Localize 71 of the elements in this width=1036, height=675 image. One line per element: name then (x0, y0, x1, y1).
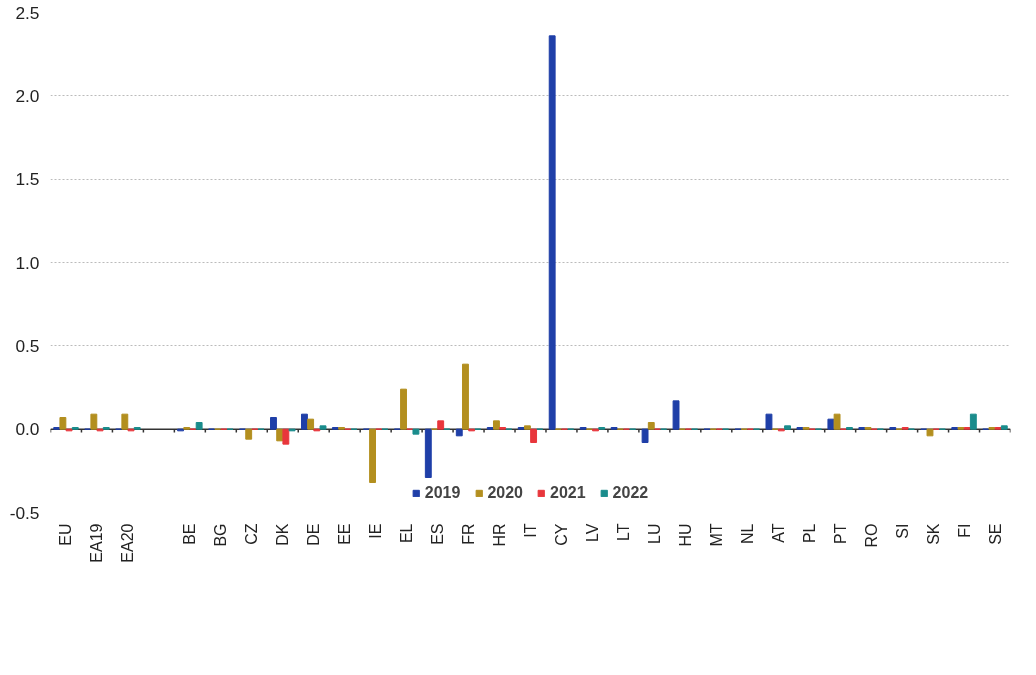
legend-label: 2019 (424, 484, 461, 502)
bar (282, 428, 290, 445)
bar (245, 428, 253, 440)
x-tick-label: NL (738, 523, 756, 544)
bar (523, 425, 531, 430)
x-tick-label: HR (491, 523, 509, 547)
x-tick-label: EA20 (119, 523, 137, 563)
bar (307, 418, 315, 430)
bar (672, 400, 680, 430)
y-tick-label: 2.5 (15, 2, 40, 23)
x-tick-label: ES (429, 523, 447, 545)
bar (833, 413, 841, 430)
x-tick-label: CY (552, 523, 570, 546)
bar (424, 428, 432, 478)
bar (784, 425, 791, 430)
bar (412, 428, 420, 435)
bar (969, 413, 977, 430)
bar (59, 417, 67, 430)
x-tick-label: DK (274, 523, 292, 546)
bar (437, 420, 445, 430)
bar (548, 35, 556, 430)
y-tick-label: 0.5 (15, 335, 40, 356)
bar (319, 425, 327, 430)
x-tick-label: SK (924, 523, 942, 545)
bar (1000, 425, 1008, 430)
x-tick-label: DE (305, 523, 323, 546)
legend-label: 2021 (550, 484, 586, 502)
y-tick-label: 2.0 (15, 85, 40, 106)
x-tick-label: PL (800, 523, 818, 544)
bar (300, 413, 308, 430)
x-tick-label: MT (707, 523, 725, 547)
bar (121, 413, 129, 430)
x-tick-label: FR (460, 523, 478, 545)
bar (647, 422, 655, 430)
x-tick-label: EE (336, 523, 354, 545)
x-tick-label: LU (645, 523, 663, 544)
x-tick-label: EL (398, 523, 416, 544)
bar (530, 428, 538, 443)
bar (765, 413, 773, 430)
bar (270, 417, 277, 430)
x-tick-label: IT (522, 523, 539, 538)
x-tick-label: FI (955, 523, 973, 538)
x-tick-label: PT (831, 523, 849, 544)
x-tick-label: CZ (243, 523, 261, 545)
bar (455, 428, 463, 437)
y-tick-label: 1.0 (15, 252, 40, 273)
x-tick-label: SI (893, 523, 911, 539)
bar (369, 428, 377, 483)
legend-label: 2022 (612, 484, 649, 502)
x-tick-label: SE (986, 523, 1004, 545)
x-tick-label: EU (57, 523, 75, 546)
legend-label: 2020 (487, 484, 523, 502)
bar (492, 420, 500, 430)
x-tick-label: EA19 (88, 523, 106, 563)
x-tick-label: BG (212, 523, 230, 547)
bar (195, 422, 203, 430)
bar (90, 413, 98, 430)
y-tick-label: 0.0 (15, 419, 40, 440)
x-tick-label: IE (367, 523, 385, 539)
x-tick-label: HU (676, 523, 694, 547)
bar (400, 388, 407, 430)
x-tick-label: LV (583, 523, 601, 542)
x-tick-label: AT (769, 523, 787, 543)
x-tick-label: LT (614, 523, 632, 541)
y-tick-label: -0.5 (9, 502, 40, 523)
bar (926, 428, 934, 437)
y-tick-label: 1.5 (15, 169, 40, 190)
bar (641, 428, 649, 443)
bar (462, 363, 469, 430)
x-tick-label: RO (862, 523, 880, 548)
x-tick-label: BE (181, 523, 199, 545)
